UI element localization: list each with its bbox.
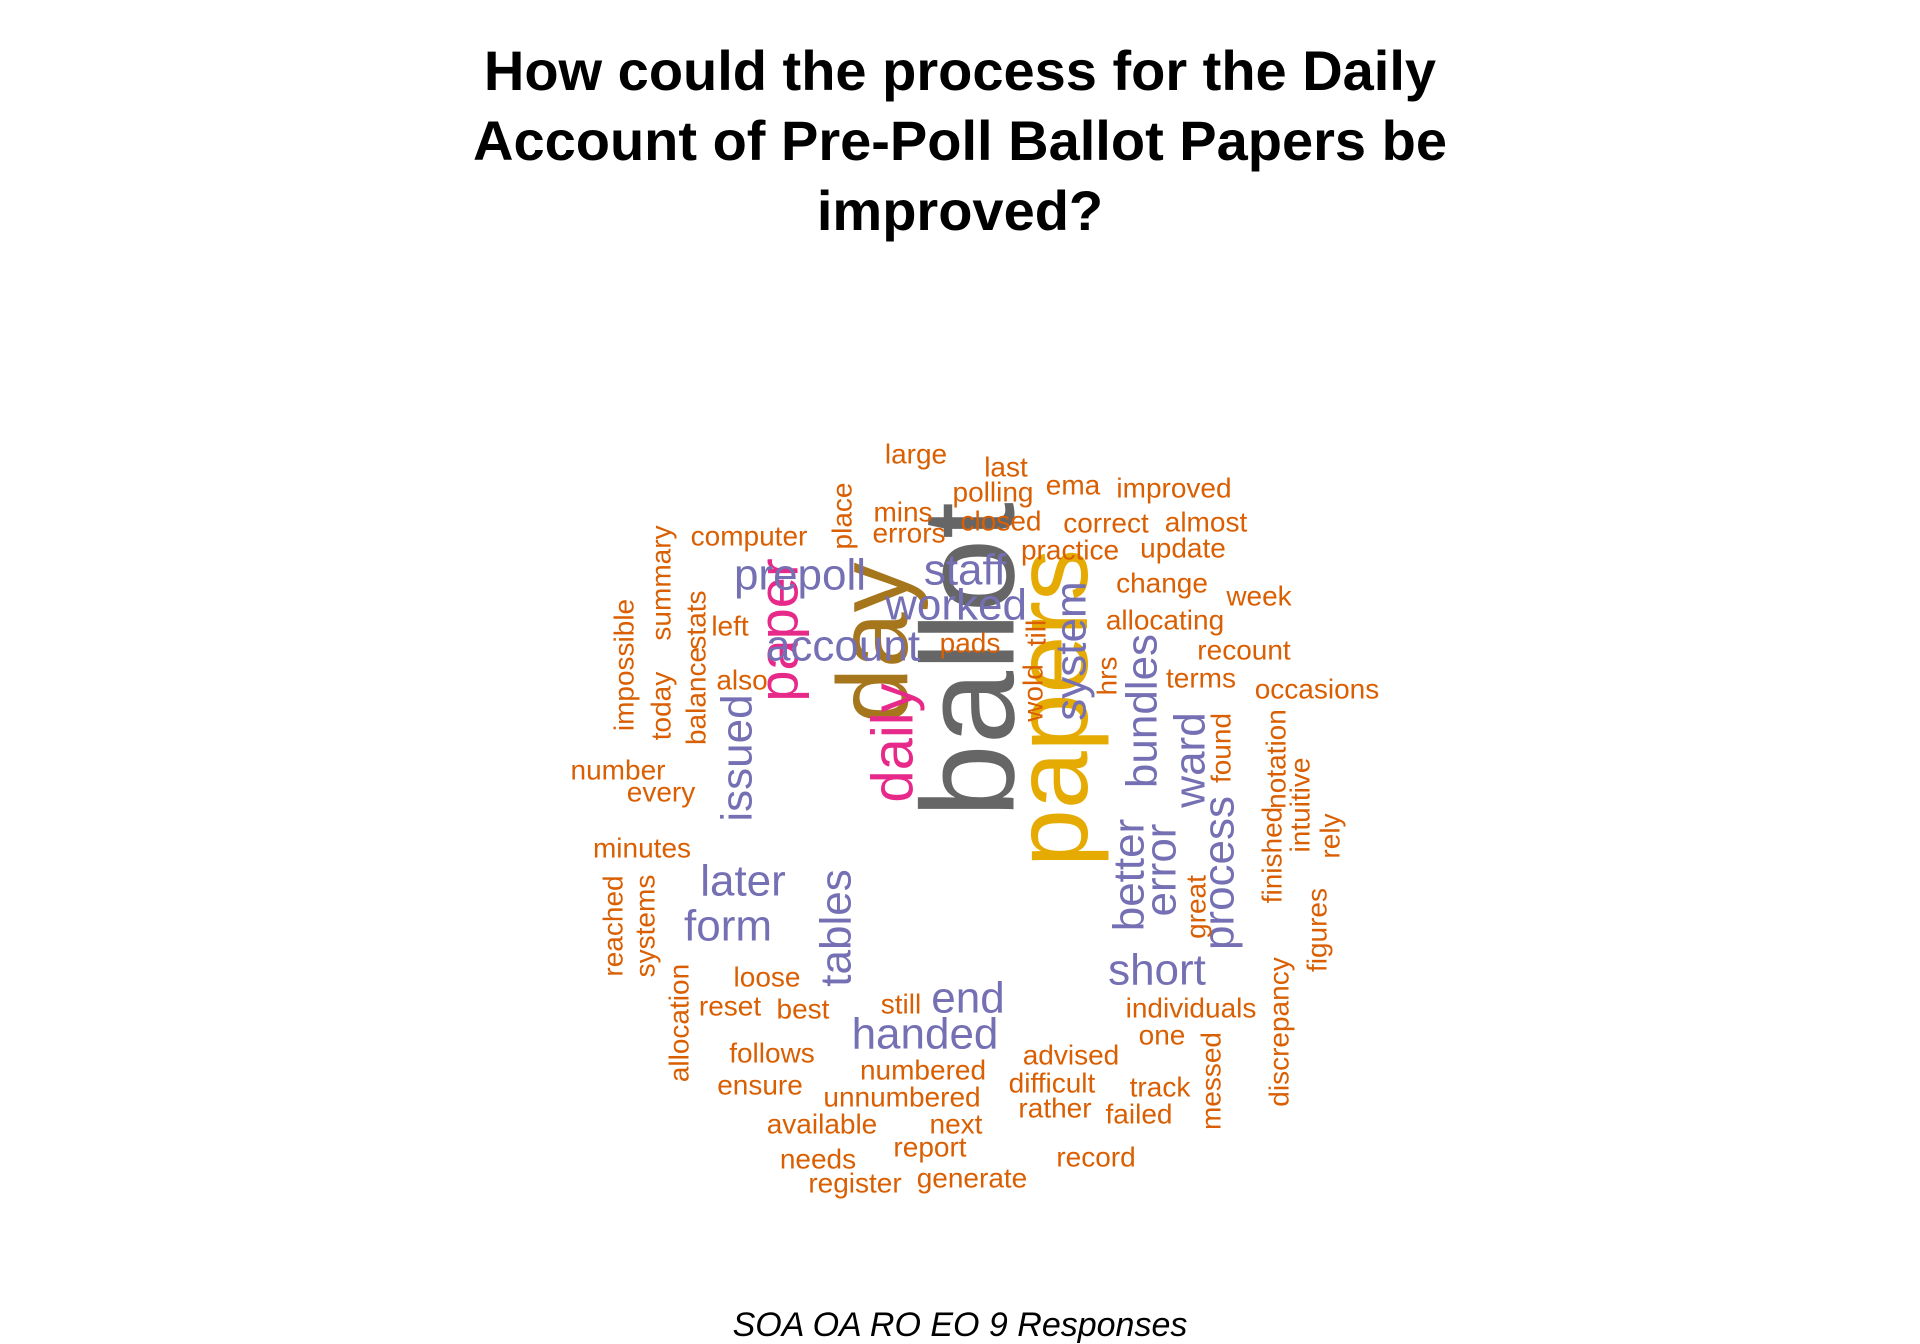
word-ensure: ensure (717, 1070, 803, 1101)
word-loose: loose (734, 962, 801, 993)
word-day: day (817, 562, 929, 723)
word-recount: recount (1197, 635, 1291, 666)
word-record: record (1056, 1142, 1135, 1173)
word-closed: closed (961, 506, 1042, 537)
word-track: track (1130, 1072, 1192, 1103)
word-rather: rather (1018, 1093, 1091, 1124)
word-better: better (1105, 819, 1154, 932)
word-left: left (711, 611, 749, 642)
word-rely: rely (1315, 813, 1346, 858)
word-great: great (1181, 875, 1212, 939)
word-individuals: individuals (1126, 993, 1257, 1024)
word-handed: handed (852, 1010, 999, 1059)
word-today: today (646, 672, 677, 741)
word-change: change (1116, 568, 1208, 599)
word-unnumbered: unnumbered (823, 1082, 980, 1113)
word-also: also (716, 665, 767, 696)
word-intuitive: intuitive (1285, 758, 1316, 853)
word-still: still (881, 989, 921, 1020)
chart-title-line-2: Account of Pre-Poll Ballot Papers be (473, 109, 1447, 172)
word-ema: ema (1046, 470, 1101, 501)
word-summary: summary (646, 525, 677, 640)
word-reset: reset (699, 991, 761, 1022)
word-place: place (827, 483, 858, 550)
word-every: every (627, 777, 695, 808)
word-week: week (1225, 581, 1292, 612)
chart-title-line-1: How could the process for the Daily (483, 39, 1437, 102)
word-report: report (893, 1132, 966, 1163)
chart-caption: SOA OA RO EO 9 Responses (732, 1306, 1188, 1344)
word-later: later (700, 857, 786, 906)
word-correct: correct (1063, 508, 1149, 539)
word-computer: computer (691, 521, 808, 552)
word-numbered: numbered (860, 1055, 986, 1086)
word-paper: paper (747, 558, 810, 701)
word-form: form (684, 902, 772, 951)
word-process: process (1195, 796, 1244, 950)
word-advised: advised (1023, 1040, 1120, 1071)
word-balance: balance (681, 647, 712, 745)
word-improved: improved (1116, 473, 1231, 504)
word-daily: daily (861, 683, 926, 802)
word-follows: follows (729, 1038, 815, 1069)
word-ballot: ballot (895, 502, 1042, 818)
word-last: last (984, 452, 1028, 483)
word-available: available (767, 1109, 878, 1140)
word-ward: ward (1166, 712, 1215, 808)
chart-title-line-3: improved? (816, 179, 1104, 242)
word-mins: mins (873, 497, 932, 528)
word-needs: needs (780, 1144, 856, 1175)
word-end: end (931, 974, 1004, 1023)
word-difficult: difficult (1009, 1068, 1096, 1099)
word-terms: terms (1166, 663, 1236, 694)
word-failed: failed (1106, 1099, 1173, 1130)
word-stats: stats (681, 590, 712, 649)
word-reached: reached (598, 875, 629, 976)
word-finished: finished (1257, 807, 1288, 904)
word-systems: systems (630, 875, 661, 978)
word-minutes: minutes (593, 833, 691, 864)
word-discrepancy: discrepancy (1264, 957, 1295, 1106)
word-number: number (571, 755, 666, 786)
word-register: register (808, 1168, 901, 1199)
word-errors: errors (872, 518, 945, 549)
word-next: next (930, 1109, 983, 1140)
word-found: found (1206, 713, 1237, 783)
word-bundles: bundles (1118, 634, 1167, 788)
word-short: short (1108, 946, 1206, 995)
word-allocating: allocating (1106, 605, 1224, 636)
word-till: till (1021, 620, 1052, 646)
word-notation: notation (1261, 709, 1292, 809)
word-figures: figures (1302, 888, 1333, 972)
word-polling: polling (953, 477, 1034, 508)
word-one: one (1139, 1020, 1186, 1051)
word-almost: almost (1165, 507, 1248, 538)
word-tables: tables (812, 869, 861, 986)
word-system: system (1047, 581, 1096, 720)
word-pads: pads (940, 628, 1001, 659)
word-account: account (766, 622, 920, 671)
word-occasions: occasions (1255, 674, 1380, 705)
word-large: large (885, 439, 947, 470)
word-prepoll: prepoll (734, 551, 866, 600)
chart-title: How could the process for the Daily Acco… (0, 36, 1920, 246)
word-allocation: allocation (664, 964, 695, 1082)
word-update: update (1140, 533, 1226, 564)
word-papers: papers (994, 549, 1110, 867)
word-generate: generate (917, 1163, 1028, 1194)
word-impossible: impossible (609, 599, 640, 731)
word-issued: issued (713, 694, 762, 821)
word-staff: staff (924, 546, 1007, 595)
word-wold: wold (1018, 664, 1049, 723)
word-practice: practice (1021, 535, 1119, 566)
word-worked: worked (884, 581, 1027, 630)
word-messed: messed (1196, 1032, 1227, 1130)
word-error: error (1137, 824, 1186, 917)
word-hrs: hrs (1092, 657, 1123, 696)
word-best: best (777, 994, 830, 1025)
